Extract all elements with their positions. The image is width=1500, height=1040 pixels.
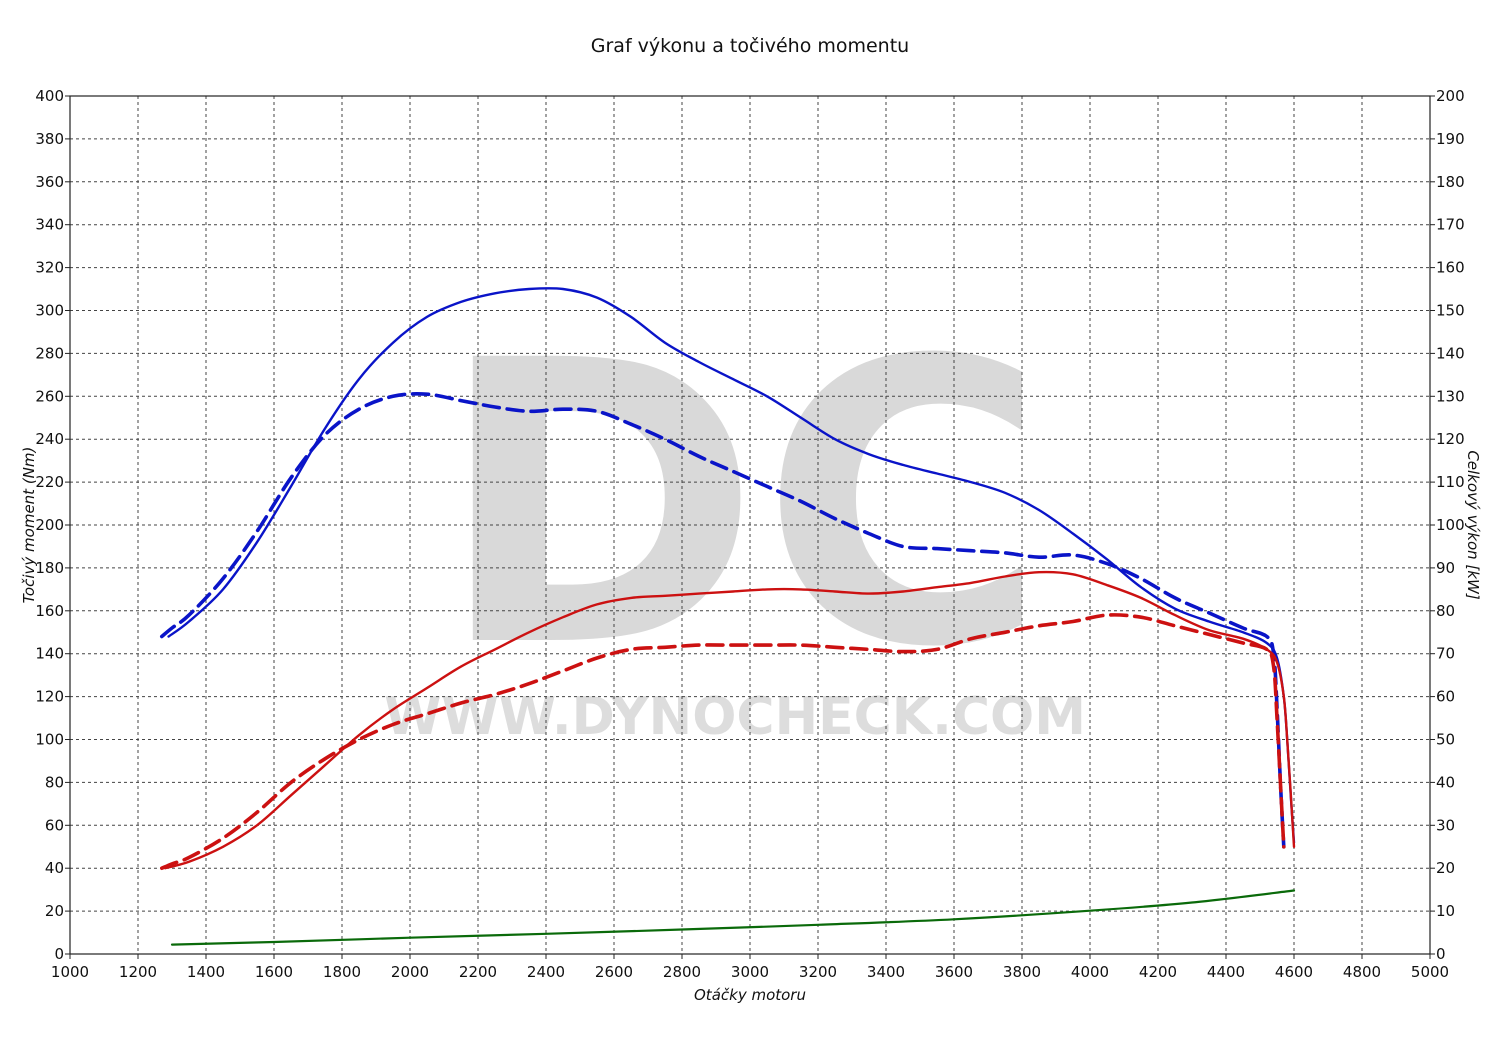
y-tick-label-left: 400: [35, 87, 64, 105]
y-tick-label-left: 20: [45, 902, 64, 920]
x-tick-label: 1400: [187, 963, 225, 981]
x-tick-label: 4800: [1343, 963, 1381, 981]
y-tick-label-right: 90: [1436, 559, 1455, 577]
watermark: DC WWW.DYNOCHECK.COM: [384, 278, 1086, 747]
x-tick-label: 3400: [867, 963, 905, 981]
x-tick-label: 3600: [935, 963, 973, 981]
y-tick-label-right: 20: [1436, 859, 1455, 877]
y-tick-label-right: 70: [1436, 645, 1455, 663]
y-tick-label-right: 100: [1436, 516, 1465, 534]
y-tick-label-left: 380: [35, 130, 64, 148]
y-tick-label-right: 190: [1436, 130, 1465, 148]
x-tick-label: 2200: [459, 963, 497, 981]
chart-title: Graf výkonu a točivého momentu: [591, 35, 909, 57]
y-tick-label-left: 160: [35, 602, 64, 620]
series-line-loss: [170, 889, 1296, 946]
x-tick-label: 4200: [1139, 963, 1177, 981]
y-tick-label-left: 100: [35, 731, 64, 749]
y-tick-label-right: 50: [1436, 731, 1455, 749]
y-tick-label-left: 220: [35, 473, 64, 491]
watermark-logo-letters: DC: [437, 278, 1047, 732]
y-tick-label-right: 40: [1436, 773, 1455, 791]
grid-layer: [70, 96, 1430, 954]
y-tick-label-right: 120: [1436, 430, 1465, 448]
y-tick-label-left: 280: [35, 344, 64, 362]
y-tick-label-right: 110: [1436, 473, 1465, 491]
y-axis-title-right: Celkový výkon [kW]: [1464, 450, 1482, 600]
x-tick-label: 2600: [595, 963, 633, 981]
y-tick-label-left: 80: [45, 773, 64, 791]
y-tick-label-left: 240: [35, 430, 64, 448]
x-tick-label: 5000: [1411, 963, 1449, 981]
x-tick-label: 4600: [1275, 963, 1313, 981]
y-tick-label-left: 200: [35, 516, 64, 534]
y-tick-label-left: 340: [35, 216, 64, 234]
x-tick-label: 1000: [51, 963, 89, 981]
series-line-torque-solid: [167, 287, 1296, 844]
y-tick-label-right: 30: [1436, 816, 1455, 834]
y-axis-title-left: Točivý moment (Nm): [20, 447, 38, 604]
y-tick-label-right: 150: [1436, 302, 1465, 320]
series-layer: [160, 287, 1296, 946]
y-tick-label-left: 60: [45, 816, 64, 834]
ticks-layer: 1000 1200 1400 1600 1800 2000 2200 2400 2600 2800…: [35, 87, 1464, 981]
series-line-power-dashed: [160, 613, 1286, 870]
y-tick-label-right: 200: [1436, 87, 1465, 105]
y-tick-label-right: 180: [1436, 173, 1465, 191]
y-tick-label-left: 360: [35, 173, 64, 191]
y-tick-label-left: 140: [35, 645, 64, 663]
x-tick-label: 1200: [119, 963, 157, 981]
x-axis-title: Otáčky motoru: [694, 986, 806, 1004]
y-tick-label-right: 0: [1436, 945, 1446, 963]
y-tick-label-left: 320: [35, 259, 64, 277]
y-tick-label-right: 130: [1436, 387, 1465, 405]
y-tick-label-right: 60: [1436, 688, 1455, 706]
x-tick-label: 3000: [731, 963, 769, 981]
x-tick-label: 1600: [255, 963, 293, 981]
x-tick-label: 2400: [527, 963, 565, 981]
y-tick-label-right: 170: [1436, 216, 1465, 234]
y-tick-label-left: 120: [35, 688, 64, 706]
y-tick-label-left: 0: [54, 945, 64, 963]
x-tick-label: 4000: [1071, 963, 1109, 981]
y-tick-label-right: 160: [1436, 259, 1465, 277]
y-tick-label-right: 10: [1436, 902, 1455, 920]
y-tick-label-right: 80: [1436, 602, 1455, 620]
series-line-torque-dashed: [160, 392, 1286, 849]
x-tick-label: 2800: [663, 963, 701, 981]
y-tick-label-left: 180: [35, 559, 64, 577]
y-tick-label-left: 300: [35, 302, 64, 320]
x-tick-label: 3800: [1003, 963, 1041, 981]
x-tick-label: 2000: [391, 963, 429, 981]
series-line-power-solid: [164, 570, 1296, 870]
x-tick-label: 4400: [1207, 963, 1245, 981]
x-tick-label: 3200: [799, 963, 837, 981]
y-tick-label-right: 140: [1436, 344, 1465, 362]
y-tick-label-left: 260: [35, 387, 64, 405]
y-tick-label-left: 40: [45, 859, 64, 877]
watermark-url: WWW.DYNOCHECK.COM: [384, 687, 1086, 747]
x-tick-label: 1800: [323, 963, 361, 981]
